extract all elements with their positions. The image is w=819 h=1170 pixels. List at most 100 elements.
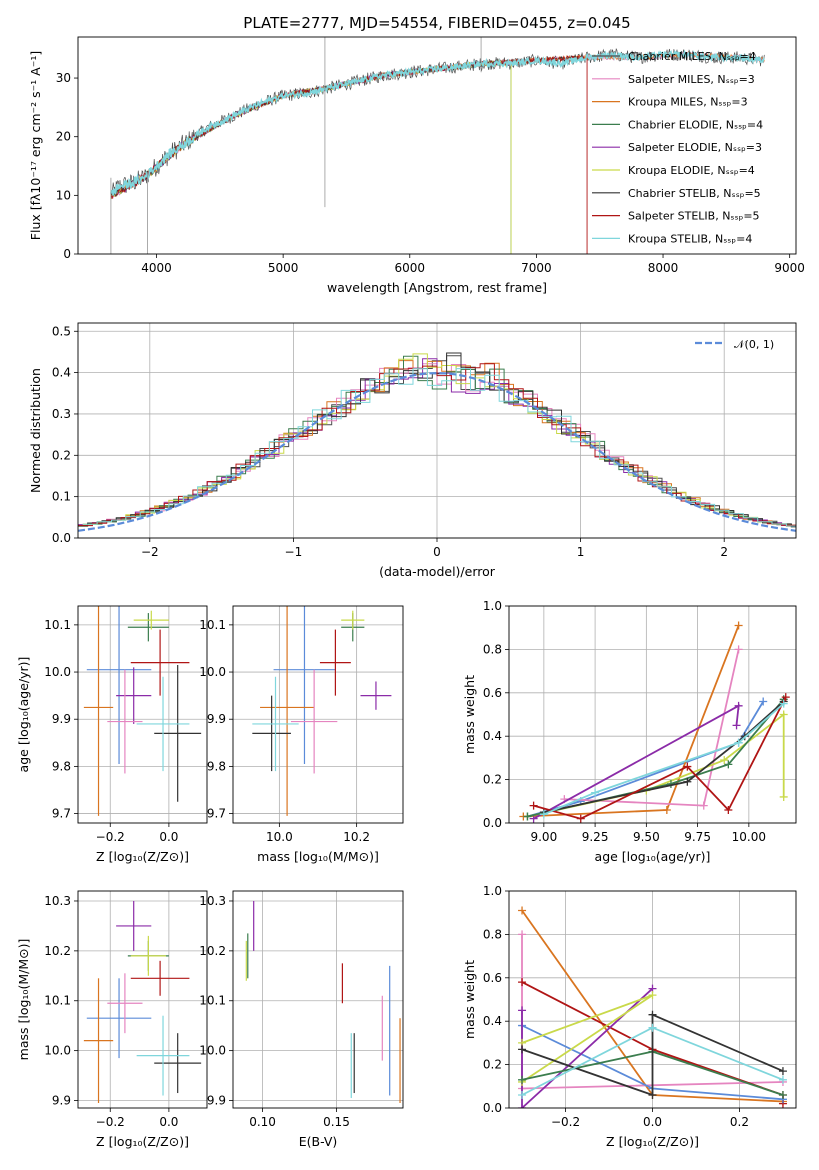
y-tick-label: 0 xyxy=(63,247,71,261)
x-axis-label: wavelength [Angstrom, rest frame] xyxy=(327,280,547,295)
x-tick-label: 7000 xyxy=(521,261,552,275)
errorbar-point xyxy=(360,681,392,710)
y-tick-label: 1.0 xyxy=(483,599,502,613)
y-tick-label: 10.1 xyxy=(199,994,226,1008)
plus-marker xyxy=(648,991,657,1000)
y-tick-label: 30 xyxy=(56,71,71,85)
x-tick-label: −0.2 xyxy=(551,1115,580,1129)
plus-marker xyxy=(518,1006,527,1015)
legend-label: Chabrier STELIB, Nₛₛₚ=5 xyxy=(628,187,761,200)
y-tick-label: 10.1 xyxy=(44,994,71,1008)
x-tick-label: −0.2 xyxy=(96,1115,125,1129)
y-tick-label: 9.8 xyxy=(207,759,226,773)
plus-marker xyxy=(720,756,729,765)
histogram-5 xyxy=(82,353,796,526)
plus-marker xyxy=(732,721,741,730)
errorbar-point xyxy=(133,610,169,630)
y-tick-label: 0.2 xyxy=(483,773,502,787)
errorbar-point xyxy=(154,664,202,802)
axes-frame xyxy=(508,890,797,1109)
x-tick-label: 9.25 xyxy=(582,830,609,844)
x-axis-label: Z [log₁₀(Z/Z⊙)] xyxy=(96,1134,189,1149)
mass-weight-series-7 xyxy=(521,1013,784,1097)
y-tick-label: 9.9 xyxy=(52,712,71,726)
y-tick-label: 10.0 xyxy=(44,665,71,679)
plus-marker xyxy=(591,788,600,797)
y-tick-label: 10.3 xyxy=(44,894,71,908)
plus-marker xyxy=(778,1067,787,1076)
plus-marker xyxy=(778,1075,787,1084)
plus-marker xyxy=(779,699,788,708)
panel-0: 4000 5000 6000 7000 8000 9000 0 10 20 30 wavelengt… xyxy=(28,51,805,295)
x-tick-label: 0.0 xyxy=(159,1115,178,1129)
x-tick-label: 0 xyxy=(433,545,441,559)
y-tick-label: 10 xyxy=(56,188,71,202)
y-tick-label: 10.0 xyxy=(44,1044,71,1058)
x-axis-label: (data-model)/error xyxy=(379,564,496,579)
x-tick-label: 9.50 xyxy=(633,830,660,844)
x-tick-label: −1 xyxy=(285,545,303,559)
plus-marker xyxy=(529,801,538,810)
plus-marker xyxy=(683,777,692,786)
errorbar-point xyxy=(130,960,190,996)
errorbar-point xyxy=(341,610,365,630)
y-tick-label: 10.0 xyxy=(199,1044,226,1058)
y-tick-label: 0.4 xyxy=(483,1014,502,1028)
plus-marker xyxy=(523,812,532,821)
y-tick-label: 10.2 xyxy=(199,944,226,958)
plus-marker xyxy=(699,801,708,810)
y-tick-label: 9.8 xyxy=(52,759,71,773)
plus-marker xyxy=(518,978,527,987)
mass-weight-lines xyxy=(519,621,790,823)
errorbars xyxy=(245,900,401,1104)
y-tick-label: 0.2 xyxy=(483,1058,502,1072)
panel-7: −0.2 0.0 0.2 0.0 0.2 0.4 0.6 0.8 1.0 Z [log₁₀(Z/Z… xyxy=(462,884,796,1149)
y-tick-label: 0.8 xyxy=(483,927,502,941)
errorbar-point xyxy=(83,606,114,816)
spectrum-lines xyxy=(110,37,765,254)
x-tick-label: −0.2 xyxy=(96,830,125,844)
errorbar-point xyxy=(130,935,166,976)
chart-title: PLATE=2777, MJD=54554, FIBERID=0455, z=0… xyxy=(243,14,630,32)
errorbar-point xyxy=(136,676,190,772)
x-axis-label: age [log₁₀(age/yr)] xyxy=(595,849,711,864)
y-axis-label: mass weight xyxy=(462,675,477,754)
x-tick-label: 0.10 xyxy=(249,1115,276,1129)
plus-marker xyxy=(724,805,733,814)
spectrum-series-7 xyxy=(110,54,587,199)
axes-frame xyxy=(508,605,797,824)
y-tick-label: 10.1 xyxy=(44,618,71,632)
x-tick-label: 9.00 xyxy=(530,830,557,844)
y-tick-label: 0.2 xyxy=(52,448,71,462)
y-tick-label: 0.0 xyxy=(483,816,502,830)
plus-marker xyxy=(759,697,768,706)
mass-weight-series-6 xyxy=(543,700,785,813)
x-tick-label: 1 xyxy=(577,545,585,559)
errorbars xyxy=(83,606,202,816)
errorbar-point xyxy=(260,606,315,816)
mass-weight-series-8 xyxy=(543,702,785,816)
panel-3: 10.0 10.2 9.7 9.8 9.9 10.0 10.1 mass [log₁₀(M/M… xyxy=(199,606,403,864)
x-axis-label: Z [log₁₀(Z/Z⊙)] xyxy=(96,849,189,864)
x-tick-label: 10.0 xyxy=(266,830,293,844)
errorbar-point xyxy=(107,973,143,1034)
errorbar-point xyxy=(252,695,291,772)
y-axis-label: Flux [fλ10⁻¹⁷ erg cm⁻² s⁻¹ A⁻¹] xyxy=(28,51,43,240)
errorbar-point xyxy=(86,606,152,765)
errorbar-point xyxy=(130,629,190,696)
axes-frame xyxy=(232,605,404,824)
mass-weight-series-2 xyxy=(564,649,740,807)
normal-reference-curve xyxy=(78,371,796,532)
y-tick-label: 0.6 xyxy=(483,686,502,700)
spectrum-series-6 xyxy=(110,54,587,197)
x-tick-label: 10.2 xyxy=(343,830,370,844)
x-tick-label: 6000 xyxy=(395,261,426,275)
errorbar-point xyxy=(127,613,169,642)
y-tick-label: 10.1 xyxy=(199,618,226,632)
legend-label: Kroupa ELODIE, Nₛₛₚ=4 xyxy=(628,164,755,177)
y-tick-label: 0.4 xyxy=(483,729,502,743)
spectrum-series-4 xyxy=(110,59,511,198)
y-tick-label: 0.3 xyxy=(52,407,71,421)
errorbar-point xyxy=(116,667,152,724)
